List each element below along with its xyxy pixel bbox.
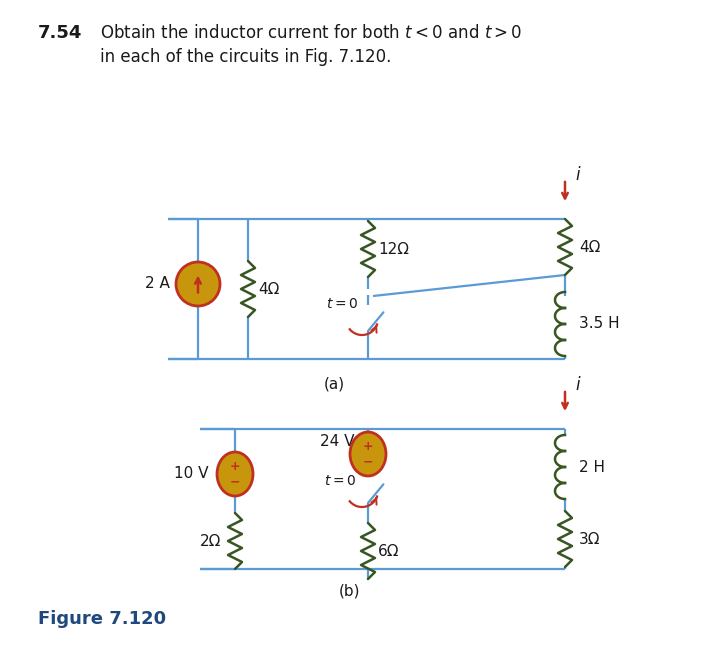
Text: 6Ω: 6Ω xyxy=(378,543,400,559)
Text: (a): (a) xyxy=(323,377,345,391)
Text: 2Ω: 2Ω xyxy=(199,533,221,549)
Text: $t=0$: $t=0$ xyxy=(324,474,356,488)
Text: +: + xyxy=(230,460,240,472)
Text: 2 A: 2 A xyxy=(145,276,170,292)
Ellipse shape xyxy=(217,452,253,496)
Circle shape xyxy=(176,262,220,306)
Text: 10 V: 10 V xyxy=(174,466,209,482)
Text: Obtain the inductor current for both $t < 0$ and $t > 0$: Obtain the inductor current for both $t … xyxy=(100,24,523,42)
Text: 4Ω: 4Ω xyxy=(579,240,601,254)
Text: 3Ω: 3Ω xyxy=(579,531,601,547)
Text: +: + xyxy=(363,440,373,452)
Text: −: − xyxy=(230,476,240,488)
Text: Figure 7.120: Figure 7.120 xyxy=(38,610,166,628)
Text: $i$: $i$ xyxy=(575,166,581,184)
Text: $t=0$: $t=0$ xyxy=(326,297,358,311)
Text: $i$: $i$ xyxy=(575,376,581,394)
Text: 24 V: 24 V xyxy=(320,434,354,450)
Text: −: − xyxy=(363,456,373,468)
Text: (b): (b) xyxy=(339,583,361,599)
Text: 4Ω: 4Ω xyxy=(258,282,280,296)
Text: 12Ω: 12Ω xyxy=(378,242,409,256)
Ellipse shape xyxy=(350,432,386,476)
Text: 3.5 H: 3.5 H xyxy=(579,316,620,332)
Text: in each of the circuits in Fig. 7.120.: in each of the circuits in Fig. 7.120. xyxy=(100,48,391,66)
Text: 2 H: 2 H xyxy=(579,460,605,474)
Text: 7.54: 7.54 xyxy=(38,24,82,42)
